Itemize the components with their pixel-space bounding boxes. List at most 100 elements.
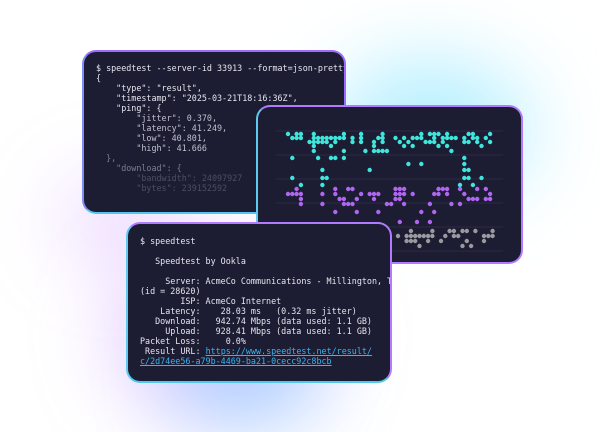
data-dot bbox=[479, 143, 484, 149]
data-dot bbox=[367, 167, 372, 173]
data-dot bbox=[320, 167, 325, 173]
data-dot bbox=[444, 135, 450, 141]
data-dot bbox=[479, 175, 484, 181]
data-dot bbox=[432, 209, 437, 215]
json-output: $ speedtest --server-id 33913 --format=j… bbox=[96, 63, 344, 193]
data-dot bbox=[354, 196, 359, 202]
data-dot bbox=[408, 233, 414, 239]
data-dot bbox=[324, 135, 329, 141]
data-dot bbox=[464, 228, 469, 234]
data-dot bbox=[414, 135, 420, 141]
data-dot bbox=[421, 233, 426, 239]
data-dot bbox=[401, 135, 407, 141]
data-dot bbox=[462, 191, 467, 197]
data-dot bbox=[320, 139, 325, 145]
data-dot bbox=[285, 131, 291, 137]
data-dot bbox=[298, 135, 304, 141]
data-dot bbox=[443, 233, 448, 239]
data-dot bbox=[490, 228, 495, 234]
data-dot bbox=[333, 186, 338, 192]
result-url-link[interactable]: https://www.speedtest.net/result/ bbox=[205, 346, 372, 356]
data-dot bbox=[384, 201, 390, 207]
data-dot bbox=[486, 233, 491, 239]
data-dot bbox=[425, 238, 431, 244]
data-dot bbox=[350, 186, 355, 192]
data-dot bbox=[451, 233, 457, 239]
data-dot bbox=[333, 209, 338, 215]
data-dot bbox=[371, 191, 377, 197]
data-dot bbox=[456, 233, 461, 239]
data-dot bbox=[324, 175, 329, 181]
data-dot bbox=[393, 186, 398, 192]
data-dot bbox=[358, 139, 364, 145]
data-dot bbox=[404, 238, 409, 244]
data-dot bbox=[432, 191, 437, 197]
json-line: "ping": { bbox=[96, 103, 162, 113]
data-dot bbox=[406, 139, 411, 145]
data-dot bbox=[384, 148, 390, 154]
data-dot bbox=[320, 191, 325, 197]
data-dot bbox=[419, 131, 424, 137]
data-dot bbox=[294, 131, 299, 137]
data-dot bbox=[324, 139, 329, 145]
data-dot bbox=[436, 191, 441, 197]
data-dot bbox=[430, 233, 435, 239]
data-dot bbox=[350, 135, 355, 141]
data-dot bbox=[376, 148, 381, 154]
data-dot bbox=[414, 219, 420, 225]
data-dot bbox=[427, 201, 433, 207]
data-dot bbox=[427, 219, 433, 225]
data-dot bbox=[397, 139, 402, 145]
data-dot bbox=[427, 131, 433, 137]
upload-line: Upload: 928.41 Mbps (data used: 1.1 GB) bbox=[140, 326, 372, 336]
data-dot bbox=[453, 135, 458, 141]
data-dot bbox=[440, 135, 445, 141]
data-dot bbox=[432, 135, 437, 141]
data-dot bbox=[483, 186, 488, 192]
data-dot bbox=[457, 186, 463, 192]
data-dot bbox=[376, 209, 381, 215]
data-dot bbox=[358, 191, 364, 197]
data-dot bbox=[341, 148, 347, 154]
data-dot bbox=[425, 233, 431, 239]
data-dot bbox=[466, 139, 471, 145]
data-dot bbox=[341, 135, 347, 141]
json-line: }, bbox=[96, 153, 117, 163]
data-dot bbox=[449, 148, 454, 154]
data-dot bbox=[367, 191, 372, 197]
data-dot bbox=[460, 243, 465, 249]
data-dot bbox=[481, 233, 487, 239]
data-dot bbox=[466, 175, 471, 181]
data-dot bbox=[466, 167, 471, 173]
data-dot bbox=[315, 139, 321, 145]
data-dot bbox=[393, 191, 398, 197]
data-dot bbox=[462, 175, 467, 181]
data-dot bbox=[371, 148, 377, 154]
result-url-link[interactable]: c/2d74ee56-a79b-4469-ba21-0cecc92c8bcb bbox=[140, 356, 332, 366]
data-dot bbox=[380, 139, 385, 145]
data-dot bbox=[438, 238, 444, 244]
data-dot bbox=[408, 238, 414, 244]
json-line: "download": { bbox=[96, 163, 182, 173]
data-dot bbox=[462, 161, 467, 167]
data-dot bbox=[393, 196, 398, 202]
data-dot bbox=[475, 186, 480, 192]
data-dot bbox=[380, 148, 385, 154]
data-dot bbox=[481, 238, 487, 244]
data-dot bbox=[440, 186, 445, 192]
json-line: "timestamp": "2025-03-21T18:16:36Z", bbox=[96, 93, 298, 103]
data-dot bbox=[449, 135, 454, 141]
data-dot bbox=[363, 148, 368, 154]
data-dot bbox=[397, 191, 402, 197]
data-dot bbox=[333, 191, 338, 197]
data-dot bbox=[298, 182, 304, 188]
output-title: Speedtest by Ookla bbox=[140, 256, 246, 266]
data-dot bbox=[376, 191, 381, 197]
data-dot bbox=[440, 139, 445, 145]
data-dot bbox=[475, 139, 480, 145]
data-dot bbox=[341, 155, 347, 161]
data-dot bbox=[290, 191, 295, 197]
data-dot bbox=[487, 139, 493, 145]
data-dot bbox=[410, 143, 415, 149]
json-line: "latency": 41.249, bbox=[96, 123, 228, 133]
